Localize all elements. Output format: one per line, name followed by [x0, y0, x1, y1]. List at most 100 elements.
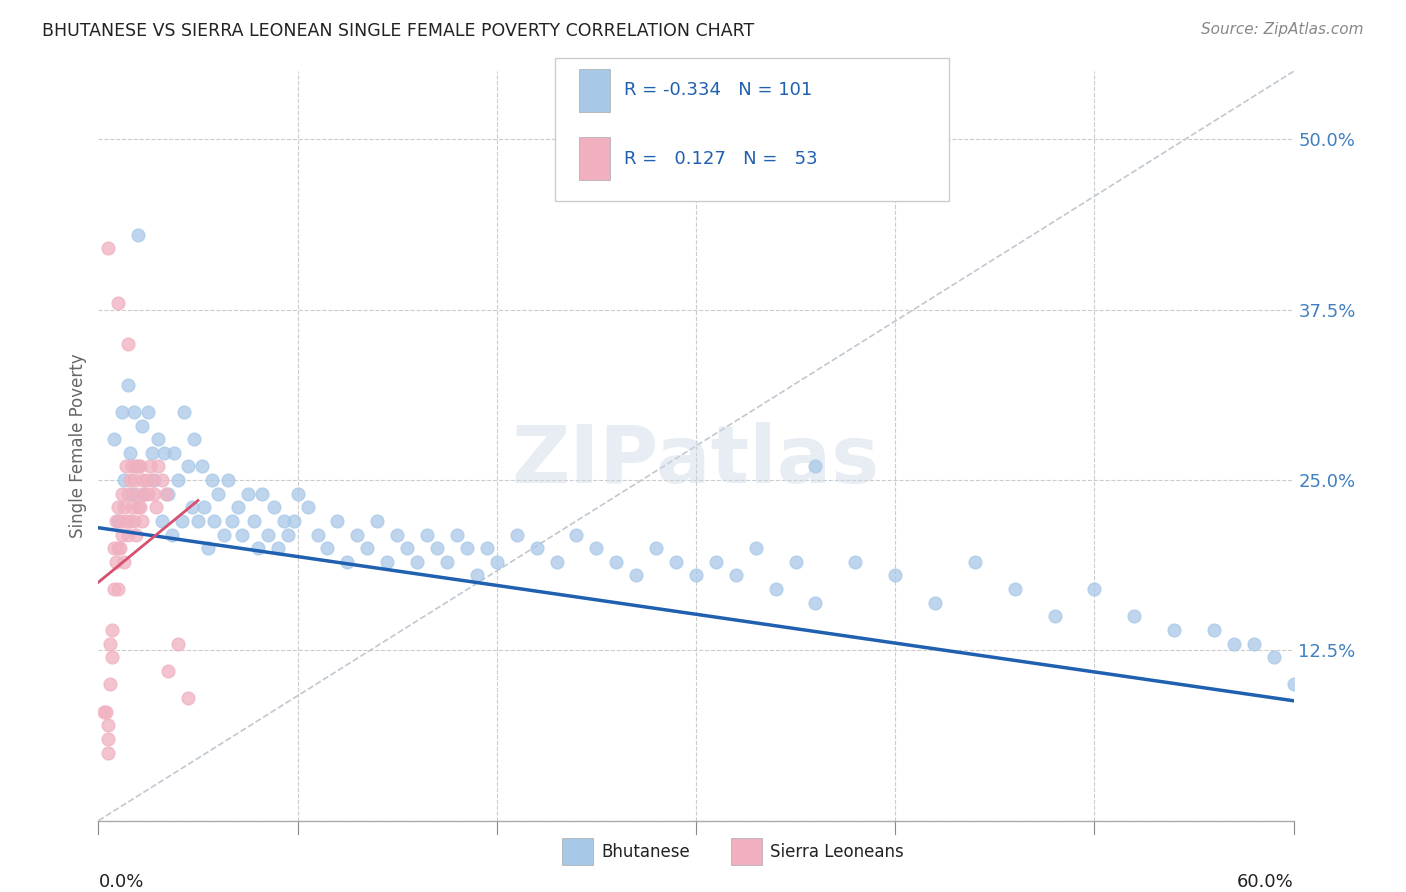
Point: [125, 486, 148, 500]
Point: [93, 705, 115, 719]
Point: [277, 527, 299, 541]
Text: 60.0%: 60.0%: [1237, 873, 1294, 891]
Point: [475, 541, 498, 556]
Point: [97, 718, 120, 732]
Point: [1123, 609, 1146, 624]
Text: ZIPatlas: ZIPatlas: [512, 422, 880, 500]
Point: [120, 446, 142, 460]
Point: [246, 541, 269, 556]
Point: [385, 527, 409, 541]
Point: [120, 473, 142, 487]
Point: [250, 486, 273, 500]
Point: [1243, 636, 1265, 650]
Point: [112, 500, 135, 515]
Point: [103, 432, 125, 446]
Text: BHUTANESE VS SIERRA LEONEAN SINGLE FEMALE POVERTY CORRELATION CHART: BHUTANESE VS SIERRA LEONEAN SINGLE FEMAL…: [42, 22, 755, 40]
Point: [121, 486, 143, 500]
Point: [201, 473, 224, 487]
Point: [346, 527, 368, 541]
Point: [97, 746, 120, 760]
Y-axis label: Single Female Poverty: Single Female Poverty: [69, 354, 87, 538]
Point: [115, 514, 138, 528]
Point: [155, 486, 177, 500]
Point: [456, 541, 478, 556]
Text: R = -0.334   N = 101: R = -0.334 N = 101: [624, 81, 813, 99]
Point: [565, 527, 588, 541]
Point: [231, 527, 253, 541]
Point: [256, 527, 278, 541]
Point: [187, 514, 209, 528]
Point: [157, 486, 180, 500]
Point: [111, 486, 134, 500]
Point: [124, 473, 146, 487]
Point: [125, 459, 148, 474]
Point: [804, 596, 827, 610]
Point: [267, 541, 290, 556]
Point: [645, 541, 668, 556]
Point: [273, 514, 295, 528]
Point: [129, 500, 152, 515]
Text: Source: ZipAtlas.com: Source: ZipAtlas.com: [1201, 22, 1364, 37]
Point: [131, 514, 153, 528]
Point: [107, 296, 129, 310]
Point: [212, 527, 235, 541]
Point: [172, 514, 194, 528]
Point: [263, 500, 285, 515]
Point: [396, 541, 419, 556]
Point: [96, 705, 118, 719]
Point: [745, 541, 768, 556]
Point: [135, 473, 157, 487]
Point: [148, 459, 170, 474]
Point: [167, 636, 190, 650]
Point: [485, 555, 508, 569]
Point: [157, 664, 180, 678]
Point: [136, 405, 159, 419]
Point: [131, 473, 153, 487]
Point: [120, 514, 142, 528]
Point: [173, 405, 195, 419]
Point: [785, 555, 807, 569]
Point: [704, 555, 727, 569]
Point: [121, 500, 143, 515]
Point: [134, 486, 156, 500]
Point: [217, 473, 239, 487]
Point: [117, 486, 139, 500]
Point: [1004, 582, 1026, 596]
Point: [115, 459, 138, 474]
Point: [131, 418, 153, 433]
Point: [375, 555, 398, 569]
Point: [127, 459, 149, 474]
Point: [111, 405, 134, 419]
Point: [226, 500, 249, 515]
Point: [426, 541, 449, 556]
Point: [685, 568, 707, 582]
Point: [1223, 636, 1246, 650]
Point: [177, 691, 200, 706]
Point: [105, 555, 128, 569]
Point: [884, 568, 907, 582]
Point: [181, 500, 204, 515]
Point: [110, 541, 132, 556]
Point: [101, 650, 124, 665]
Point: [724, 568, 747, 582]
Point: [307, 527, 329, 541]
Point: [124, 514, 146, 528]
Point: [150, 473, 173, 487]
Point: [141, 446, 163, 460]
Point: [416, 527, 439, 541]
Point: [107, 500, 129, 515]
Point: [1043, 609, 1066, 624]
Point: [1202, 623, 1225, 637]
Point: [112, 473, 135, 487]
Point: [163, 446, 186, 460]
Point: [117, 336, 139, 351]
Point: [117, 527, 139, 541]
Point: [141, 473, 163, 487]
Point: [406, 555, 429, 569]
Point: [153, 446, 176, 460]
Point: [197, 541, 219, 556]
Point: [287, 486, 309, 500]
Point: [127, 500, 149, 515]
Point: [117, 377, 139, 392]
Point: [143, 473, 166, 487]
